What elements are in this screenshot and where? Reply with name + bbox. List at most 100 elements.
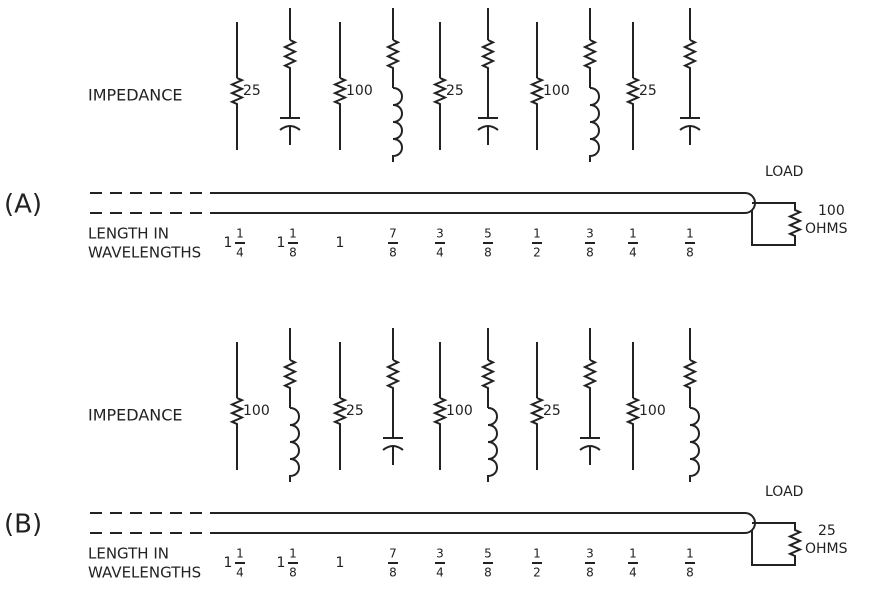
line-dashes <box>90 512 222 534</box>
length-den: 4 <box>629 246 637 260</box>
series-resistor <box>385 8 401 88</box>
load-value: 100 <box>818 203 845 219</box>
length-whole: 1 <box>224 555 233 571</box>
capacitor <box>579 408 601 465</box>
length-num: 7 <box>389 547 397 561</box>
impedance-value: 100 <box>243 403 270 419</box>
series-resistor <box>582 328 598 408</box>
length-den: 8 <box>686 246 694 260</box>
capacitor <box>382 408 404 465</box>
length-den: 4 <box>436 566 444 580</box>
resistor <box>529 342 545 470</box>
transmission-line <box>222 192 756 214</box>
resistor <box>529 22 545 150</box>
length-num: 3 <box>586 227 594 241</box>
impedance-label: IMPEDANCE <box>88 406 183 425</box>
series-resistor <box>682 328 698 408</box>
length-den: 8 <box>484 246 492 260</box>
load-label: LOAD <box>765 164 803 180</box>
length-den: 2 <box>533 566 541 580</box>
length-num: 1 <box>629 227 637 241</box>
length-num: 5 <box>484 227 492 241</box>
length-whole: 1 <box>336 235 345 251</box>
series-resistor <box>282 8 298 88</box>
length-den: 8 <box>389 246 397 260</box>
line-dashes <box>90 192 222 214</box>
length-den: 8 <box>484 566 492 580</box>
series-resistor <box>282 328 298 408</box>
inductor <box>487 407 498 482</box>
length-whole: 1 <box>336 555 345 571</box>
impedance-value: 100 <box>543 83 570 99</box>
capacitor <box>477 88 499 145</box>
impedance-value: 25 <box>243 83 261 99</box>
load-label: LOAD <box>765 484 803 500</box>
inductor <box>589 87 600 162</box>
impedance-value: 100 <box>446 403 473 419</box>
resistor <box>229 22 245 150</box>
length-den: 4 <box>236 566 244 580</box>
impedance-value: 25 <box>346 403 364 419</box>
series-resistor <box>385 328 401 408</box>
load-unit: OHMS <box>805 221 848 237</box>
length-den: 4 <box>436 246 444 260</box>
length-den: 8 <box>289 246 297 260</box>
length-num: 3 <box>436 547 444 561</box>
impedance-label: IMPEDANCE <box>88 86 183 105</box>
length-num: 1 <box>289 547 297 561</box>
length-num: 7 <box>389 227 397 241</box>
resistor <box>432 342 448 470</box>
length-num: 3 <box>586 547 594 561</box>
length-num: 5 <box>484 547 492 561</box>
length-den: 8 <box>389 566 397 580</box>
length-den: 8 <box>586 246 594 260</box>
capacitor <box>279 88 301 145</box>
length-whole: 1 <box>277 235 286 251</box>
length-label: WAVELENGTHS <box>88 244 201 262</box>
capacitor <box>679 88 701 145</box>
load-circuit <box>751 522 803 566</box>
inductor <box>289 407 300 482</box>
length-num: 1 <box>686 227 694 241</box>
length-label: LENGTH IN <box>88 225 169 243</box>
inductor <box>689 407 700 482</box>
impedance-value: 100 <box>346 83 373 99</box>
length-num: 1 <box>686 547 694 561</box>
length-den: 4 <box>236 246 244 260</box>
length-den: 8 <box>289 566 297 580</box>
resistor <box>432 22 448 150</box>
resistor <box>332 342 348 470</box>
length-num: 1 <box>236 547 244 561</box>
inductor <box>392 87 403 162</box>
length-num: 3 <box>436 227 444 241</box>
series-resistor <box>480 328 496 408</box>
length-num: 1 <box>289 227 297 241</box>
resistor <box>332 22 348 150</box>
load-circuit <box>751 202 803 246</box>
length-den: 8 <box>686 566 694 580</box>
length-whole: 1 <box>277 555 286 571</box>
length-den: 2 <box>533 246 541 260</box>
resistor <box>625 22 641 150</box>
panel-label: (B) <box>4 510 42 540</box>
resistor <box>625 342 641 470</box>
length-whole: 1 <box>224 235 233 251</box>
impedance-value: 25 <box>639 83 657 99</box>
panel-label: (A) <box>4 190 42 220</box>
impedance-value: 100 <box>639 403 666 419</box>
length-den: 8 <box>586 566 594 580</box>
length-label: WAVELENGTHS <box>88 564 201 582</box>
length-num: 1 <box>533 227 541 241</box>
length-den: 4 <box>629 566 637 580</box>
impedance-value: 25 <box>543 403 561 419</box>
length-num: 1 <box>629 547 637 561</box>
series-resistor <box>582 8 598 88</box>
series-resistor <box>682 8 698 88</box>
length-label: LENGTH IN <box>88 545 169 563</box>
series-resistor <box>480 8 496 88</box>
length-num: 1 <box>236 227 244 241</box>
impedance-value: 25 <box>446 83 464 99</box>
load-value: 25 <box>818 523 836 539</box>
load-unit: OHMS <box>805 541 848 557</box>
